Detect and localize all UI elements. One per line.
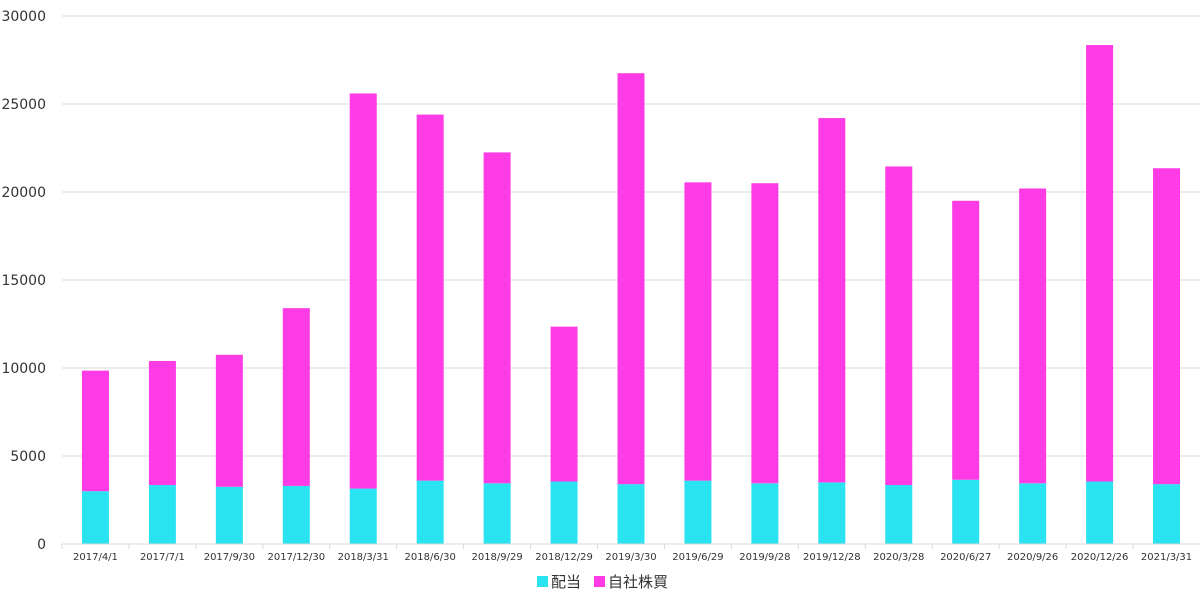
bar-segment-dividend (1153, 484, 1181, 544)
y-tick-label: 5000 (10, 449, 46, 465)
bar-segment-dividend (952, 479, 980, 544)
y-tick-label: 30000 (1, 9, 46, 25)
bar-segment-dividend (550, 481, 578, 544)
x-tick-label: 2020/3/28 (873, 552, 924, 563)
bar-segment-dividend (148, 485, 176, 544)
x-tick-label: 2018/6/30 (405, 552, 456, 563)
bar-segment-buyback (1086, 45, 1114, 482)
x-tick-label: 2019/6/29 (672, 552, 723, 563)
legend-swatch (594, 576, 605, 587)
y-tick-label: 10000 (1, 361, 46, 377)
bar-segment-dividend (617, 484, 645, 544)
bars (81, 45, 1181, 544)
bar-segment-buyback (550, 326, 578, 482)
bar-segment-buyback (215, 354, 243, 487)
bar-segment-buyback (952, 200, 980, 480)
bar-segment-buyback (282, 308, 310, 486)
bar-segment-dividend (483, 483, 511, 544)
legend-label: 配当 (551, 573, 581, 591)
y-tick-label: 15000 (1, 273, 46, 289)
bar-segment-dividend (349, 488, 377, 544)
bar-segment-dividend (416, 480, 444, 544)
bar-segment-buyback (818, 118, 846, 483)
x-tick-label: 2020/9/26 (1007, 552, 1058, 563)
y-tick-label: 25000 (1, 97, 46, 113)
x-tick-label: 2021/3/31 (1141, 552, 1192, 563)
legend-swatch (537, 576, 548, 587)
bar-segment-buyback (751, 183, 779, 484)
bar-segment-dividend (81, 491, 109, 544)
bar-segment-buyback (1153, 168, 1181, 485)
bar-segment-dividend (751, 483, 779, 544)
x-tick-label: 2018/12/29 (535, 552, 593, 563)
x-tick-label: 2019/12/28 (803, 552, 861, 563)
x-tick-label: 2017/7/1 (140, 552, 185, 563)
x-tick-label: 2020/6/27 (940, 552, 991, 563)
bar-segment-buyback (483, 152, 511, 484)
bar-segment-dividend (215, 486, 243, 544)
y-axis: 0 5000 10000 15000 20000 25000 30000 (1, 9, 46, 553)
x-tick-label: 2019/9/28 (739, 552, 790, 563)
bar-segment-buyback (416, 114, 444, 481)
x-tick-label: 2017/12/30 (267, 552, 325, 563)
bar-segment-dividend (684, 480, 712, 544)
bar-segment-dividend (1086, 481, 1114, 544)
bar-segment-buyback (349, 93, 377, 489)
bar-segment-buyback (617, 73, 645, 485)
x-tick-label: 2018/9/29 (471, 552, 522, 563)
bar-segment-buyback (684, 182, 712, 481)
bar-segment-buyback (885, 166, 913, 486)
x-tick-label: 2017/4/1 (73, 552, 118, 563)
bar-segment-dividend (282, 485, 310, 544)
legend-label: 自社株買 (608, 573, 668, 591)
x-tick-label: 2018/3/31 (338, 552, 389, 563)
x-tick-label: 2020/12/26 (1071, 552, 1129, 563)
bar-segment-buyback (81, 370, 109, 492)
y-tick-label: 0 (37, 537, 46, 553)
bar-segment-dividend (885, 485, 913, 544)
bar-segment-dividend (1019, 483, 1047, 544)
x-axis: 2017/4/1 2017/7/1 2017/9/30 2017/12/30 2018/… (61, 543, 1200, 563)
y-tick-label: 20000 (1, 185, 46, 201)
x-tick-label: 2017/9/30 (204, 552, 255, 563)
bar-segment-buyback (1019, 188, 1047, 484)
legend: 配当 自社株買 (537, 573, 668, 591)
bar-segment-buyback (148, 360, 176, 486)
x-tick-label: 2019/3/30 (605, 552, 656, 563)
bar-segment-dividend (818, 482, 846, 544)
